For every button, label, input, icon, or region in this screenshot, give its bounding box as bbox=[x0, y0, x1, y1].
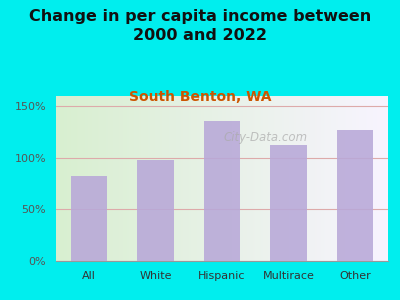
Bar bbox=[71, 176, 108, 261]
Bar bbox=[336, 130, 373, 261]
Bar bbox=[204, 121, 240, 261]
Text: South Benton, WA: South Benton, WA bbox=[129, 90, 271, 104]
Text: Change in per capita income between
2000 and 2022: Change in per capita income between 2000… bbox=[29, 9, 371, 43]
Bar bbox=[137, 160, 174, 261]
Bar bbox=[270, 146, 307, 261]
Text: City-Data.com: City-Data.com bbox=[223, 131, 307, 144]
